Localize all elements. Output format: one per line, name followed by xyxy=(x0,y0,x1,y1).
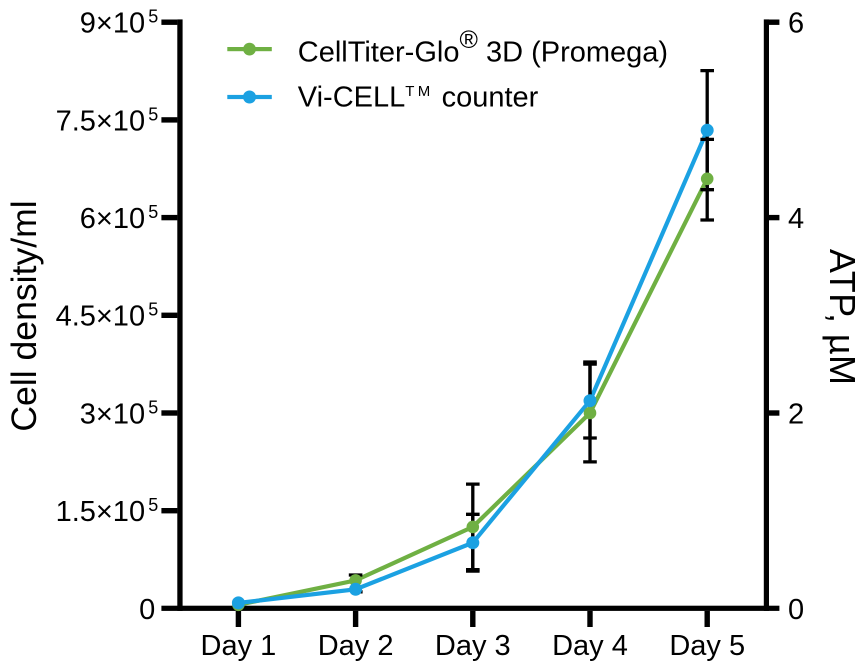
svg-text:1.5×105: 1.5×10 5 xyxy=(56,495,159,528)
svg-text:4: 4 xyxy=(788,203,804,235)
svg-text:4.5×105: 4.5×10 5 xyxy=(56,300,159,333)
svg-text:Day 4: Day 4 xyxy=(552,630,628,661)
svg-text:2: 2 xyxy=(788,398,804,430)
svg-text:7.5×105: 7.5×10 5 xyxy=(56,104,159,137)
svg-text:Day 1: Day 1 xyxy=(201,630,277,661)
svg-text:ATP, µM: ATP, µM xyxy=(822,249,863,386)
svg-text:6: 6 xyxy=(788,8,804,40)
svg-text:Day 3: Day 3 xyxy=(435,630,511,661)
svg-text:0: 0 xyxy=(139,594,155,626)
svg-text:Day 2: Day 2 xyxy=(318,630,394,661)
svg-text:Cell density/ml: Cell density/ml xyxy=(4,200,44,431)
svg-text:0: 0 xyxy=(788,594,804,626)
svg-text:Day 5: Day 5 xyxy=(669,630,745,661)
